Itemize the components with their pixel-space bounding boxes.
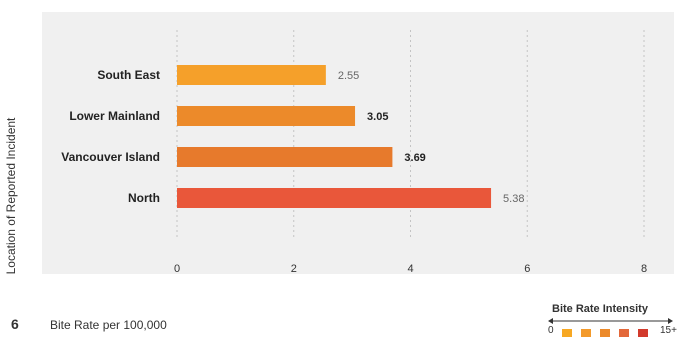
- bar: [177, 106, 356, 126]
- legend-swatch: [638, 329, 648, 337]
- category-label: Vancouver Island: [61, 150, 160, 164]
- y-axis-title: Location of Reported Incident: [2, 96, 20, 296]
- legend-min-label: 0: [548, 325, 554, 336]
- plot-area: [42, 12, 674, 274]
- category-label: Lower Mainland: [69, 109, 160, 123]
- category-label: South East: [97, 68, 160, 82]
- value-label: 3.05: [367, 111, 388, 123]
- legend-title: Bite Rate Intensity: [552, 303, 648, 315]
- intensity-legend: Bite Rate Intensity 0 15+: [548, 301, 677, 341]
- x-axis-title: Bite Rate per 100,000: [50, 318, 167, 332]
- x-tick-label: 4: [407, 263, 413, 275]
- bar: [177, 188, 492, 208]
- value-label: 5.38: [503, 193, 524, 205]
- value-label: 2.55: [338, 70, 359, 82]
- legend-swatch: [600, 329, 610, 337]
- x-tick-label: 8: [641, 263, 647, 275]
- figure-number: 6: [11, 316, 19, 332]
- bar: [177, 65, 326, 85]
- category-label: North: [128, 191, 160, 205]
- value-label: 3.69: [404, 152, 425, 164]
- x-tick-label: 6: [524, 263, 530, 275]
- x-tick-label: 0: [174, 263, 180, 275]
- legend-arrow: [548, 318, 673, 324]
- legend-max-label: 15+: [660, 325, 677, 336]
- legend-swatch: [562, 329, 572, 337]
- legend-swatch: [581, 329, 591, 337]
- bar: [177, 147, 393, 167]
- y-axis-title-text: Location of Reported Incident: [4, 117, 18, 275]
- legend-swatch: [619, 329, 629, 337]
- x-tick-label: 2: [291, 263, 297, 275]
